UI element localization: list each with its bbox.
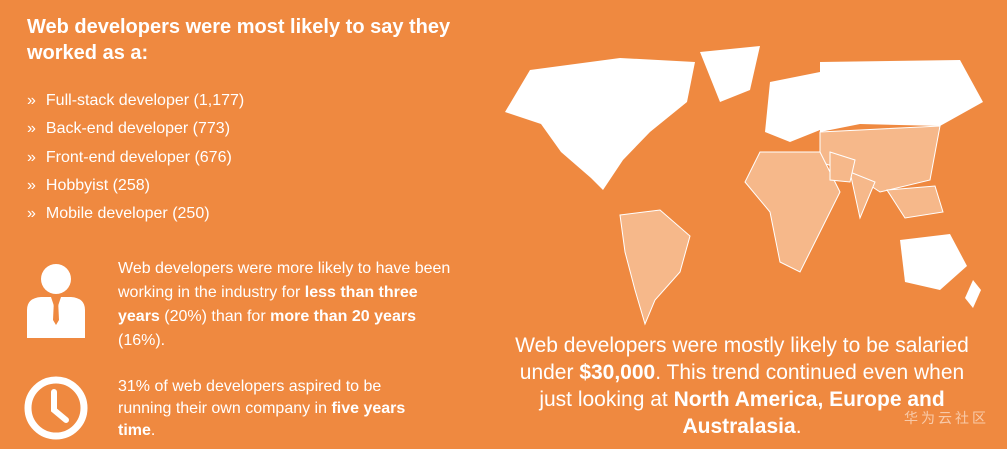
emphasis: less than three years [118, 284, 418, 325]
text-run: . This trend continued even when just lo… [539, 361, 965, 411]
experience-text: Web developers were more likely to have … [118, 257, 463, 353]
role-label: Mobile developer (250) [45, 205, 210, 223]
world-map [505, 46, 983, 326]
emphasis: $30,000 [579, 361, 656, 384]
bullet: » [27, 205, 36, 223]
text-run: 31% of web developers aspired to be runn… [118, 378, 382, 417]
text-run: . [795, 415, 802, 438]
role-label: Back-end developer (773) [45, 120, 231, 138]
person-icon [27, 264, 85, 338]
text-run: Web developers were mostly likely to be … [515, 334, 969, 384]
role-item: » Front-end developer (676) [27, 146, 244, 174]
emphasis: North America, Europe and Australasia [673, 388, 945, 438]
text-run: Web developers were more likely to have … [118, 260, 451, 301]
emphasis: more than 20 years [270, 308, 416, 325]
bullet: » [27, 176, 36, 194]
aspiration-text: 31% of web developers aspired to be runn… [118, 376, 418, 442]
text-run: . [150, 422, 156, 439]
emphasis: five years time [118, 400, 406, 439]
text-run: (20%) than for [159, 308, 271, 325]
bullet: » [27, 120, 36, 138]
bullet: » [27, 92, 36, 109]
role-item: » Hobbyist (258) [27, 174, 244, 202]
role-item: » Back-end developer (773) [27, 117, 244, 145]
salary-text: Web developers were mostly likely to be … [512, 332, 972, 440]
role-item: » Full-stack developer (1,177) [27, 89, 244, 117]
role-label: Hobbyist (258) [45, 176, 150, 194]
role-list: » Full-stack developer (1,177) » Back-end d… [27, 89, 244, 230]
text-run: (16%). [118, 332, 166, 349]
watermark: 华为云社区 [904, 410, 989, 426]
role-item: » Mobile developer (250) [27, 202, 244, 230]
clock-icon [24, 376, 88, 440]
title: Web developers were most likely to say t… [27, 16, 451, 64]
role-label: Full-stack developer (1,177) [45, 92, 245, 109]
bullet: » [27, 148, 36, 166]
role-label: Front-end developer (676) [45, 148, 232, 166]
